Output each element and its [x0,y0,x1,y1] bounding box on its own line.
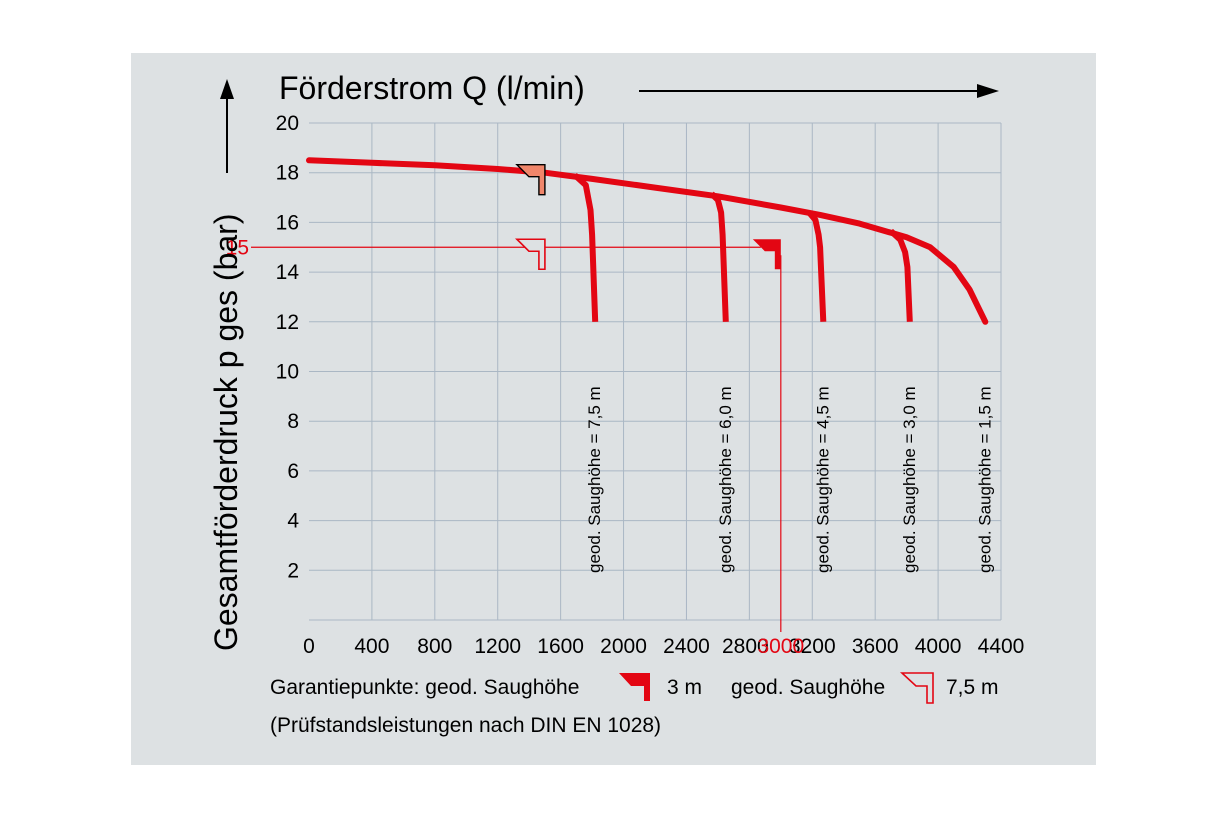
chart-panel: 0 400 800 1200 1600 2000 2400 2800 3200 3600 4000 4… [131,53,1096,765]
y-tick-label: 10 [276,361,299,384]
curves [306,157,989,325]
suction-curve-0 [572,172,599,322]
legend-value-3m: 3 m [667,676,702,699]
suction-curve-3 [888,228,913,322]
x-axis-arrow [639,84,999,98]
legend-text: Garantiepunkte: geod. Saughöhe [270,676,579,699]
grid [309,122,1002,621]
reference-label-x: 3000 [757,635,804,658]
x-tick-label: 1200 [474,635,521,658]
y-tick-label: 18 [276,162,299,185]
series-label-0: geod. Saughöhe = 7,5 m [585,386,604,573]
guarantee-marker-3m [752,239,781,270]
x-tick-label: 2400 [663,635,710,658]
x-tick-label: 1600 [537,635,584,658]
y-tick-label: 4 [287,510,299,533]
x-tick-label: 2800 [722,635,769,658]
legend-outline-marker [899,672,934,704]
series-label-2: geod. Saughöhe = 4,5 m [813,386,832,573]
labels: geod. Saughöhe = 7,5 m geod. Saughöhe = 6… [585,386,994,573]
x-tick-label: 3600 [852,635,899,658]
x-tick-label: 0 [303,635,315,658]
x-tick-label: 400 [354,635,389,658]
y-tick-label: 20 [276,112,299,135]
y-tick-label: 2 [287,559,299,582]
suction-curve-2 [806,210,827,322]
legend-filled-marker [619,673,650,701]
footnote: (Prüfstandsleistungen nach DIN EN 1028) [270,714,661,737]
guarantee-marker-shaded [515,163,546,196]
series-label-4: geod. Saughöhe = 1,5 m [975,386,994,573]
y-axis-title: Gesamtförderdruck p ges (bar) [208,214,244,652]
axes: 0 400 800 1200 1600 2000 2400 2800 3200 3600 4000 4… [276,112,1025,658]
series-label-3: geod. Saughöhe = 3,0 m [900,386,919,573]
y-axis-arrow [220,79,234,173]
reference-label-y: 15 [226,236,249,259]
y-tick-label: 16 [276,211,299,234]
pump-performance-chart: 0 400 800 1200 1600 2000 2400 2800 3200 3600 4000 4… [208,70,1025,737]
legend-mid-text: geod. Saughöhe [731,676,885,699]
reference-lines: 15 3000 [226,236,805,658]
envelope-curve [306,157,989,325]
y-tick-label: 6 [287,460,299,483]
x-tick-label: 4000 [915,635,962,658]
y-tick-label: 12 [276,311,299,334]
x-tick-label: 4400 [978,635,1025,658]
series-label-1: geod. Saughöhe = 6,0 m [716,386,735,573]
x-tick-label: 800 [417,635,452,658]
legend-value-7-5m: 7,5 m [946,676,999,699]
suction-curve-1 [709,191,729,322]
y-tick-label: 8 [287,410,299,433]
x-tick-label: 3200 [789,635,836,658]
y-tick-label: 14 [276,261,300,284]
x-tick-label: 2000 [600,635,647,658]
guarantee-marker-7-5m [514,238,546,271]
x-axis-title: Förderstrom Q (l/min) [279,70,585,106]
guarantee-markers [514,163,781,271]
